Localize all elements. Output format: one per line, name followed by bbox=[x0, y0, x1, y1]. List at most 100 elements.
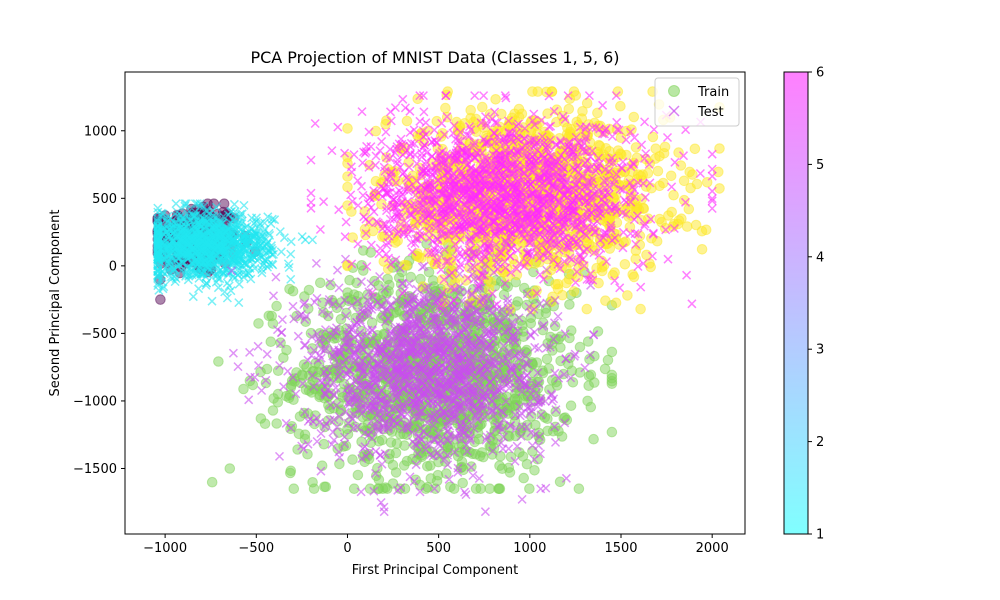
train-point bbox=[659, 141, 671, 153]
train-point bbox=[259, 418, 271, 430]
test-point bbox=[460, 487, 470, 497]
train-point bbox=[517, 451, 529, 462]
train-point bbox=[342, 287, 353, 298]
test-point bbox=[286, 274, 296, 284]
train-point bbox=[323, 310, 334, 322]
train-point bbox=[224, 463, 236, 474]
train-point bbox=[592, 107, 603, 119]
test-point bbox=[307, 235, 318, 245]
train-point bbox=[690, 219, 702, 231]
train-point bbox=[563, 103, 575, 115]
train-point bbox=[581, 97, 593, 109]
train-point bbox=[411, 420, 423, 432]
test-point bbox=[332, 265, 343, 275]
test-point bbox=[277, 315, 287, 325]
train-point bbox=[494, 460, 505, 472]
train-point bbox=[206, 476, 218, 488]
test-point bbox=[286, 249, 296, 259]
train-point bbox=[550, 279, 561, 290]
train-point bbox=[425, 460, 436, 471]
train-point bbox=[581, 303, 593, 315]
train-point bbox=[566, 365, 578, 377]
train-point bbox=[399, 440, 410, 451]
test-point bbox=[274, 451, 285, 461]
train-point bbox=[557, 289, 568, 301]
test-point bbox=[517, 494, 527, 504]
train-point bbox=[550, 406, 562, 418]
train-point bbox=[585, 401, 597, 413]
test-point bbox=[239, 200, 249, 210]
train-point bbox=[635, 303, 646, 315]
train-point bbox=[218, 198, 230, 209]
train-point bbox=[673, 147, 684, 158]
train-point bbox=[606, 369, 618, 381]
test-point bbox=[233, 362, 243, 372]
train-point bbox=[301, 361, 312, 373]
train-point bbox=[537, 367, 549, 379]
train-point bbox=[714, 183, 725, 194]
train-point bbox=[494, 483, 506, 495]
train-point bbox=[495, 450, 506, 462]
train-point bbox=[155, 294, 166, 305]
train-point bbox=[652, 165, 664, 177]
train-point bbox=[529, 465, 540, 476]
chart-title: PCA Projection of MNIST Data (Classes 1,… bbox=[250, 48, 619, 67]
test-point bbox=[276, 247, 286, 257]
train-point bbox=[272, 397, 284, 408]
train-point bbox=[265, 336, 277, 348]
train-point bbox=[628, 111, 640, 123]
test-point bbox=[262, 349, 272, 359]
test-point bbox=[286, 237, 296, 247]
train-point bbox=[387, 459, 399, 471]
train-point bbox=[267, 318, 279, 329]
train-point bbox=[565, 400, 577, 412]
train-point bbox=[666, 206, 678, 218]
train-point bbox=[238, 383, 249, 395]
train-point bbox=[293, 428, 305, 440]
test-point bbox=[311, 258, 321, 268]
train-point bbox=[576, 113, 588, 124]
train-point bbox=[308, 483, 320, 495]
train-point bbox=[287, 285, 299, 297]
train-point bbox=[342, 123, 353, 134]
train-point bbox=[278, 352, 289, 364]
test-point bbox=[188, 292, 198, 302]
train-point bbox=[385, 437, 397, 448]
train-point bbox=[398, 460, 410, 471]
train-point bbox=[606, 426, 618, 438]
train-point bbox=[483, 283, 495, 295]
train-point bbox=[253, 318, 264, 329]
test-point bbox=[244, 395, 254, 405]
train-point bbox=[271, 418, 283, 429]
train-point bbox=[650, 143, 662, 154]
train-point bbox=[352, 469, 364, 481]
test-point bbox=[234, 298, 244, 308]
train-point bbox=[676, 213, 687, 224]
train-point bbox=[615, 100, 626, 112]
train-point bbox=[457, 477, 469, 489]
train-point bbox=[619, 259, 631, 270]
train-point bbox=[213, 356, 224, 367]
train-point bbox=[588, 433, 599, 445]
train-point bbox=[647, 131, 659, 143]
train-point bbox=[518, 472, 530, 484]
train-point bbox=[440, 102, 451, 114]
train-point bbox=[532, 86, 544, 97]
train-point bbox=[568, 286, 580, 297]
train-point bbox=[390, 447, 402, 459]
test-point bbox=[171, 199, 181, 209]
scatter-points bbox=[152, 86, 725, 517]
test-point bbox=[257, 385, 267, 396]
train-point bbox=[465, 112, 476, 124]
train-point bbox=[600, 295, 611, 307]
train-point bbox=[271, 300, 282, 312]
train-point bbox=[470, 483, 482, 495]
train-point bbox=[288, 483, 300, 495]
train-point bbox=[654, 213, 665, 225]
train-point bbox=[427, 275, 439, 286]
test-point bbox=[271, 272, 281, 282]
train-point bbox=[524, 483, 535, 495]
train-point bbox=[484, 483, 496, 495]
test-point bbox=[229, 199, 239, 209]
train-point bbox=[630, 253, 642, 265]
